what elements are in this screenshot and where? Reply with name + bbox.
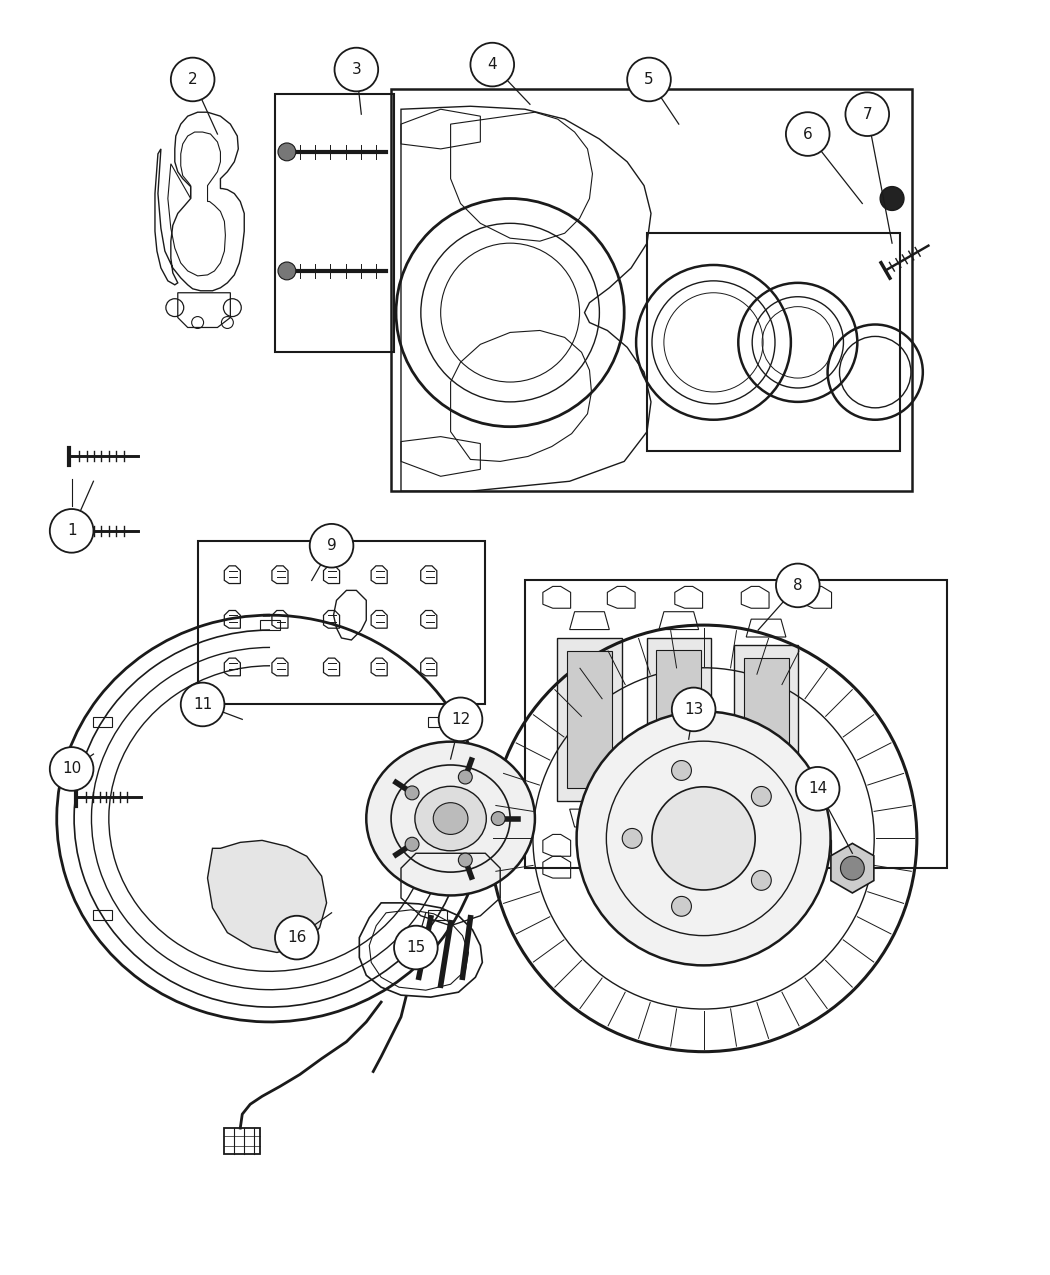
Text: 15: 15 (406, 940, 425, 955)
Circle shape (335, 47, 378, 92)
Bar (260, 620, 280, 630)
Circle shape (459, 853, 473, 867)
Circle shape (459, 770, 473, 784)
Circle shape (785, 112, 830, 156)
Bar (197, 541, 485, 705)
Ellipse shape (434, 803, 468, 834)
Text: 13: 13 (684, 703, 704, 717)
Circle shape (394, 926, 438, 969)
Circle shape (672, 761, 691, 780)
Circle shape (278, 261, 296, 279)
Circle shape (627, 57, 671, 101)
Polygon shape (743, 658, 789, 790)
Circle shape (49, 509, 93, 552)
Bar (525, 580, 947, 868)
Text: 5: 5 (645, 71, 654, 87)
Text: 8: 8 (793, 578, 802, 593)
Circle shape (470, 43, 514, 87)
Text: 16: 16 (287, 929, 307, 945)
Bar (92, 717, 112, 727)
Circle shape (405, 838, 419, 852)
Text: 3: 3 (352, 62, 361, 76)
Ellipse shape (415, 787, 486, 850)
Polygon shape (567, 650, 612, 788)
Ellipse shape (366, 742, 534, 895)
Text: 4: 4 (487, 57, 497, 73)
Circle shape (623, 829, 642, 848)
Bar (275, 94, 394, 352)
Text: 6: 6 (803, 126, 813, 142)
Circle shape (752, 787, 772, 806)
Circle shape (275, 915, 318, 959)
Polygon shape (734, 645, 798, 803)
Circle shape (491, 812, 505, 825)
Circle shape (796, 768, 840, 811)
Circle shape (880, 186, 904, 210)
Polygon shape (208, 840, 327, 952)
Circle shape (171, 57, 214, 101)
Text: 9: 9 (327, 538, 336, 553)
Text: 14: 14 (808, 782, 827, 797)
Circle shape (181, 682, 225, 727)
Text: 10: 10 (62, 761, 81, 776)
Text: 12: 12 (450, 711, 470, 727)
Bar (427, 717, 447, 727)
Circle shape (672, 896, 691, 917)
Circle shape (310, 524, 354, 567)
Circle shape (752, 871, 772, 890)
Bar (427, 910, 447, 921)
Text: 1: 1 (67, 523, 77, 538)
Bar (92, 910, 112, 921)
Circle shape (439, 697, 482, 741)
Circle shape (652, 787, 755, 890)
Circle shape (845, 92, 889, 136)
Polygon shape (558, 638, 622, 801)
Polygon shape (656, 650, 701, 779)
Bar (647, 233, 900, 451)
Circle shape (576, 711, 831, 965)
Text: 2: 2 (188, 71, 197, 87)
Circle shape (672, 687, 715, 732)
Polygon shape (647, 638, 711, 792)
Circle shape (840, 857, 864, 880)
Circle shape (776, 564, 820, 607)
Circle shape (405, 785, 419, 799)
Circle shape (49, 747, 93, 790)
Text: 7: 7 (862, 107, 873, 121)
Circle shape (278, 143, 296, 161)
Text: 11: 11 (193, 697, 212, 711)
